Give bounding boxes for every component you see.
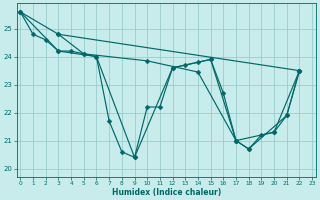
X-axis label: Humidex (Indice chaleur): Humidex (Indice chaleur) <box>112 188 221 197</box>
